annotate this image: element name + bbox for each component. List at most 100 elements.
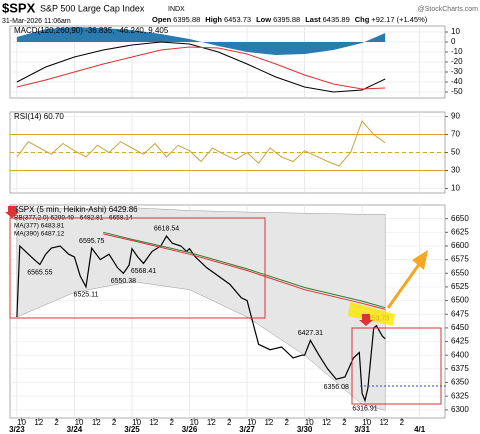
y-tick-label: 50 [451, 148, 460, 157]
x-tick-label: 2 [169, 418, 174, 427]
index-name: S&P 500 Large Cap Index [40, 3, 145, 13]
legend-entry: MA(377) 6483.81 [14, 223, 65, 230]
y-tick-label: 6475 [451, 309, 469, 318]
x-tick-label: 2 [285, 418, 290, 427]
x-tick-label: 2 [342, 418, 347, 427]
datetime: 31-Mar-2026 11:06am [2, 18, 71, 25]
price-label: 6525.11 [74, 292, 99, 299]
x-tick-label: 2 [54, 418, 59, 427]
x-tick-label: 12 [322, 418, 331, 427]
quote-value: +92.17 (+1.45%) [371, 15, 427, 24]
x-tick-label: 10 [75, 418, 84, 427]
annotation-box [9, 217, 266, 319]
y-tick-label: -50 [451, 87, 463, 96]
y-tick-label: 6350 [451, 378, 469, 387]
x-tick-label: 10 [362, 418, 371, 427]
x-tick-label: 12 [34, 418, 43, 427]
price-label: 6595.75 [79, 238, 104, 245]
quote-value: 6395.88 [273, 15, 300, 24]
x-tick-label: 10 [247, 418, 256, 427]
highlight [348, 302, 395, 326]
x-date-label: 3/27 [239, 425, 255, 434]
quote-label: Open [152, 15, 172, 24]
quote-value: 6453.73 [224, 15, 251, 24]
y-tick-label: 6500 [451, 296, 469, 305]
marker [5, 206, 19, 218]
legend-entry: $SPX (5 min, Heikin-Ashi) 6429.86 [14, 205, 138, 214]
y-tick-label: -10 [451, 47, 463, 56]
x-tick-label: 12 [207, 418, 216, 427]
arrow-head [412, 250, 428, 270]
legend: MACD(120,260,90) -36.835, -46.240, 9.405 [14, 26, 169, 35]
arrow-shaft [386, 262, 422, 309]
price-label: 6618.54 [154, 226, 179, 233]
y-tick-label: -20 [451, 57, 463, 66]
histogram [16, 27, 386, 55]
quote-label: Chg [355, 15, 370, 24]
series-line [103, 233, 386, 310]
y-tick-label: 10 [451, 184, 460, 193]
x-date-label: 3/31 [354, 425, 370, 434]
y-tick-label: -40 [451, 77, 463, 86]
quote-value: 6395.88 [173, 15, 200, 24]
series-line [103, 231, 386, 309]
x-tick-label: 10 [17, 418, 26, 427]
symbol: $SPX [2, 0, 36, 15]
price-label: 6550.38 [111, 278, 136, 285]
price-label: 6427.31 [298, 330, 323, 337]
y-tick-label: 6400 [451, 350, 469, 359]
x-date-label: 3/24 [67, 425, 83, 434]
quote-value: 6435.89 [323, 15, 350, 24]
legend-entry: MA(390) 6487.12 [14, 231, 65, 238]
source: @StockCharts.com [418, 6, 479, 13]
y-tick-label: 6325 [451, 391, 469, 400]
quote-label: Low [256, 15, 271, 24]
y-tick-label: -30 [451, 67, 463, 76]
y-tick-label: 30 [451, 166, 460, 175]
series-line [16, 120, 386, 167]
x-tick-label: 12 [380, 418, 389, 427]
quote-label: High [205, 15, 222, 24]
quote: Open 6395.88 High 6453.73 Low 6395.88 Last 6435… [152, 15, 428, 24]
price-label: 6356.08 [324, 384, 349, 391]
y-tick-label: 6375 [451, 364, 469, 373]
x-tick-label: 2 [400, 418, 405, 427]
y-tick-label: 6550 [451, 268, 469, 277]
x-date-label: 3/25 [124, 425, 140, 434]
series-line [16, 235, 386, 403]
y-tick-label: 6300 [451, 405, 469, 414]
y-tick-label: 90 [451, 112, 460, 121]
y-tick-label: 0 [451, 37, 456, 46]
y-tick-label: 6650 [451, 214, 469, 223]
series-line [16, 46, 386, 90]
y-tick-label: 6425 [451, 337, 469, 346]
y-tick-label: 70 [451, 130, 460, 139]
x-tick-label: 10 [190, 418, 199, 427]
bollinger-band [16, 207, 386, 411]
annotation-box [351, 327, 442, 405]
y-tick-label: 6525 [451, 282, 469, 291]
x-tick-label: 2 [227, 418, 232, 427]
y-tick-label: 6575 [451, 255, 469, 264]
x-date-label: 3/23 [9, 425, 25, 434]
x-tick-label: 12 [264, 418, 273, 427]
price-label: 6316.91 [352, 405, 377, 412]
y-tick-label: 10 [451, 27, 460, 36]
x-tick-label: 12 [92, 418, 101, 427]
exchange: INDX [168, 6, 185, 13]
x-tick-label: 2 [112, 418, 117, 427]
marker [359, 314, 373, 326]
x-tick-label: 10 [132, 418, 141, 427]
y-tick-label: 6625 [451, 227, 469, 236]
y-tick-label: 6600 [451, 241, 469, 250]
x-date-label: 3/30 [297, 425, 313, 434]
x-tick-label: 12 [149, 418, 158, 427]
legend: RSI(14) 60.70 [14, 112, 64, 121]
price-label: 6568.41 [131, 268, 156, 275]
x-tick-label: 10 [305, 418, 314, 427]
quote-label: Last [305, 15, 321, 24]
x-date-label: 4/1 [414, 425, 426, 434]
x-date-label: 3/26 [182, 425, 198, 434]
price-label: 6565.55 [27, 270, 52, 277]
